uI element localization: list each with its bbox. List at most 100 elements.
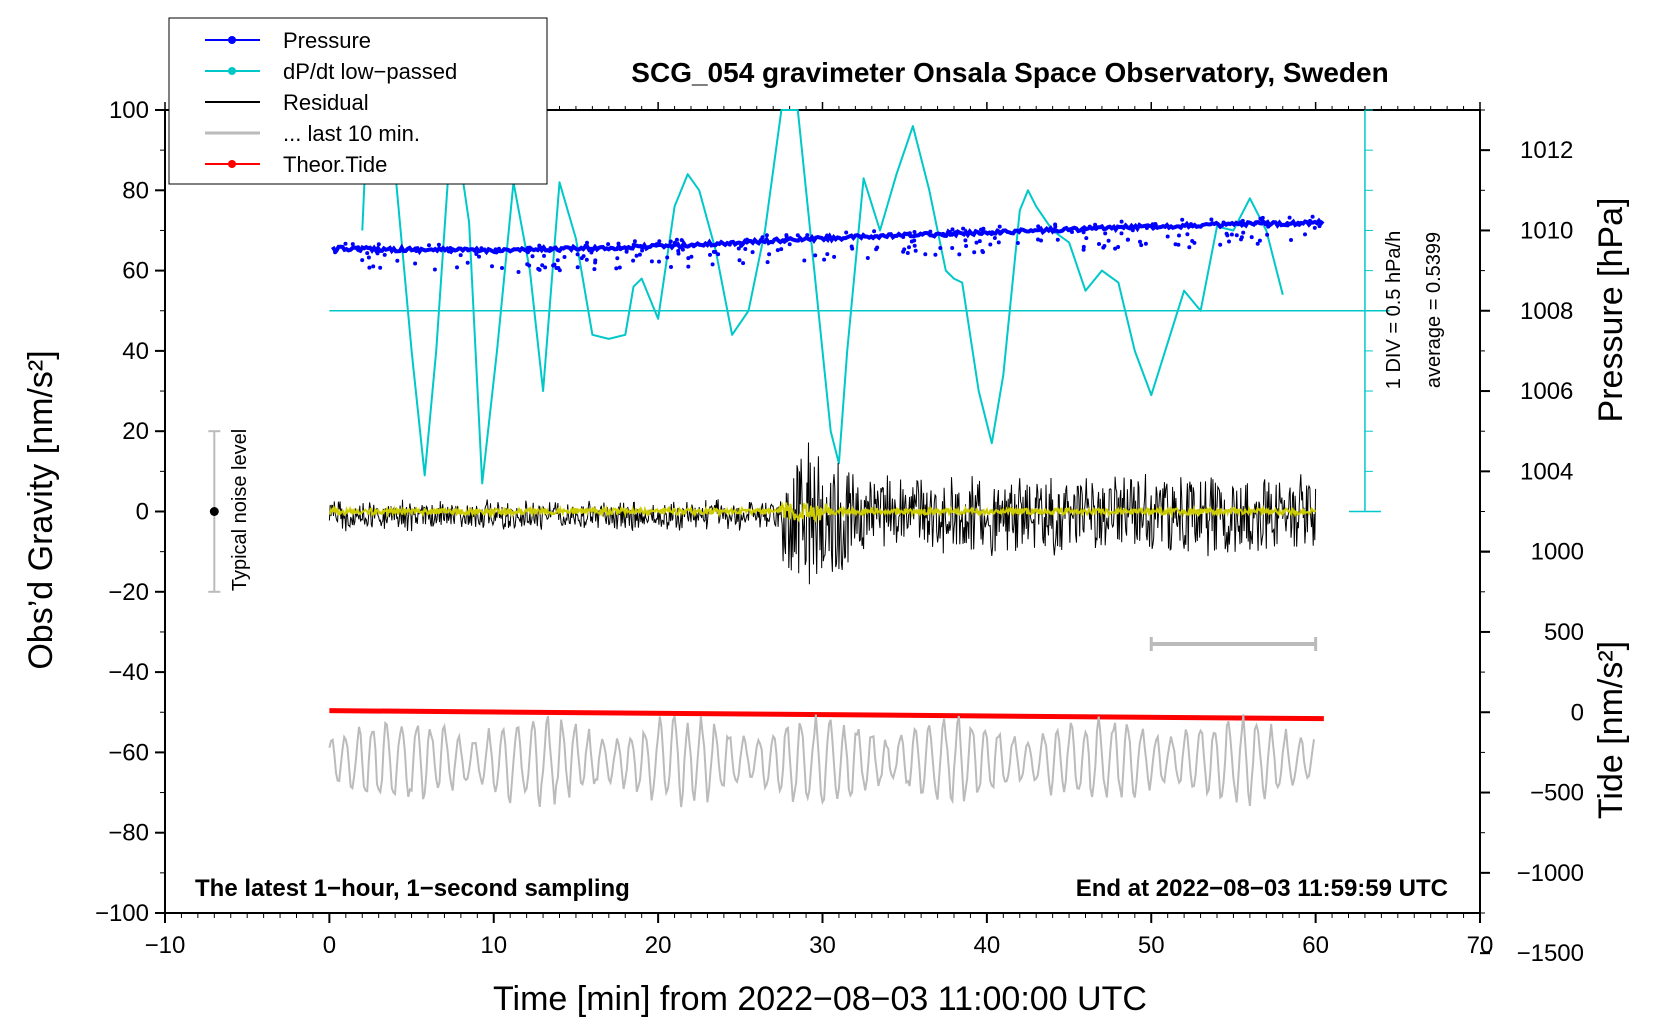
pressure-point — [938, 246, 943, 250]
pressure-point — [941, 231, 946, 236]
pressure-tick-label: 1012 — [1520, 137, 1573, 164]
pressure-point — [1097, 242, 1101, 246]
pressure-point — [1287, 215, 1292, 220]
legend-marker — [228, 160, 236, 168]
pressure-point — [1225, 233, 1230, 238]
average-label: average = 0.5399 — [1423, 232, 1445, 388]
pressure-point — [1177, 233, 1181, 238]
pressure-point — [1055, 237, 1060, 242]
pressure-point — [977, 239, 982, 244]
pressure-point — [1165, 234, 1170, 239]
pressure-point — [907, 231, 912, 236]
pressure-point — [716, 252, 721, 257]
pressure-point — [669, 265, 673, 269]
pressure-point — [615, 256, 620, 261]
pressure-point — [490, 264, 494, 269]
pressure-point — [963, 238, 968, 243]
legend-label: Theor.Tide — [283, 152, 387, 177]
pressure-point — [865, 256, 870, 260]
legend-label: Pressure — [283, 28, 371, 53]
pressure-point — [822, 257, 827, 262]
pressure-point — [1218, 242, 1223, 247]
pressure-point — [1227, 239, 1231, 244]
pressure-point — [1138, 239, 1142, 244]
pressure-point — [367, 265, 372, 270]
pressure-point — [964, 244, 969, 248]
pressure-point — [585, 240, 589, 245]
pressure-point — [356, 245, 361, 250]
pressure-tick-label: 1008 — [1520, 298, 1573, 325]
pressure-point — [1234, 233, 1239, 238]
div-label: 1 DIV = 0.5 hPa/h — [1383, 231, 1405, 389]
pressure-point — [1051, 229, 1056, 234]
pressure-point — [1084, 236, 1089, 241]
pressure-point — [1036, 224, 1041, 229]
noise-bar-center — [209, 507, 219, 516]
pressure-point — [427, 243, 431, 248]
pressure-point — [575, 252, 580, 257]
pressure-point — [1253, 221, 1258, 226]
pressure-point — [479, 246, 484, 251]
pressure-point — [750, 250, 755, 255]
pressure-point — [343, 241, 348, 246]
pressure-point — [442, 247, 447, 252]
pressure-point — [950, 246, 955, 250]
pressure-point — [1303, 232, 1307, 237]
y-axis-title: Obs’d Gravity [nm/s²] — [22, 350, 60, 669]
pressure-point — [540, 263, 545, 268]
y-tick-label: 60 — [122, 258, 149, 285]
pressure-point — [524, 247, 529, 252]
pressure-point — [1125, 237, 1130, 242]
pressure-point — [680, 247, 685, 252]
tide-tick-label: −1000 — [1517, 860, 1584, 887]
pressure-point — [923, 252, 928, 257]
pressure-point — [741, 261, 746, 266]
y-tick-label: −100 — [95, 900, 149, 927]
y-tick-label: −20 — [108, 579, 149, 606]
pressure-point — [500, 266, 504, 270]
pressure-point — [395, 258, 400, 263]
pressure-point — [905, 251, 910, 255]
pressure-point — [874, 247, 879, 252]
pressure-point — [632, 239, 637, 244]
end-time-note: End at 2022−08−03 11:59:59 UTC — [1076, 875, 1448, 902]
pressure-point — [1153, 222, 1158, 226]
y-tick-label: 40 — [122, 338, 149, 365]
pressure-point — [764, 233, 769, 238]
pressure-point — [1119, 231, 1124, 236]
pressure-point — [1087, 224, 1092, 229]
y-tick-label: 20 — [122, 418, 149, 445]
pressure-point — [825, 252, 830, 257]
pressure-point — [739, 243, 744, 248]
pressure-point — [676, 249, 681, 253]
pressure-point — [350, 242, 355, 247]
legend-label: dP/dt low−passed — [283, 59, 457, 84]
pressure-point — [624, 249, 629, 254]
pressure-point — [996, 240, 1001, 245]
pressure-point — [912, 243, 917, 248]
pressure-point — [767, 252, 772, 257]
pressure-point — [360, 258, 365, 263]
pressure-point — [710, 262, 715, 267]
pressure-tick-label: 1004 — [1520, 458, 1573, 485]
pressure-point — [634, 253, 639, 258]
pressure-point — [950, 227, 955, 232]
pressure-point — [543, 265, 548, 270]
pressure-point — [765, 260, 770, 265]
last10-line — [328, 714, 1315, 808]
y-tick-label: 100 — [109, 97, 149, 124]
tide-line — [329, 708, 1324, 722]
pressure-point — [530, 254, 535, 259]
pressure-point — [832, 254, 837, 259]
pressure-point — [654, 242, 659, 247]
pressure-point — [542, 253, 546, 258]
tide-axis-title: Tide [nm/s²] — [1592, 641, 1630, 819]
chart-title: SCG_054 gravimeter Onsala Space Observat… — [631, 57, 1388, 88]
pressure-point — [947, 230, 952, 234]
pressure-point — [957, 252, 962, 257]
pressure-point — [555, 258, 560, 263]
pressure-point — [618, 247, 623, 252]
pressure-point — [616, 241, 621, 246]
pressure-point — [1192, 240, 1197, 245]
